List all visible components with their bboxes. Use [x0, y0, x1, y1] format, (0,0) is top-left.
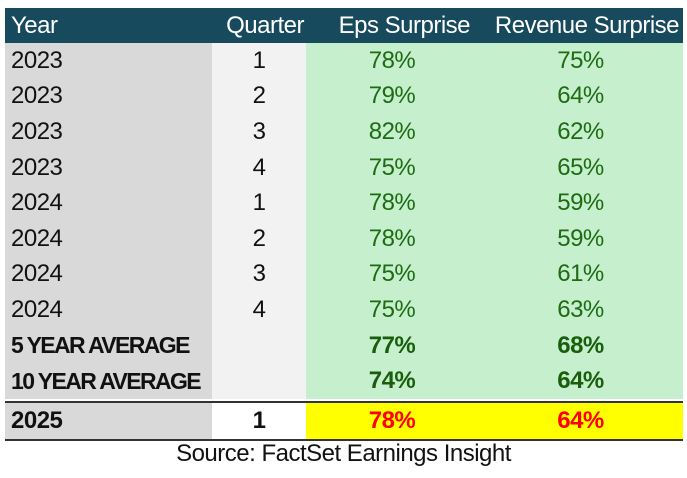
header-quarter: Quarter	[226, 11, 304, 39]
eps-surprise-cell: 78%	[306, 402, 478, 439]
quarter-cell: 1	[212, 43, 306, 79]
revenue-average-cell: 64%	[478, 363, 683, 399]
table-row: 2023 1 78% 75%	[5, 43, 683, 79]
eps-surprise-cell: 75%	[306, 292, 478, 328]
eps-surprise-cell: 82%	[306, 114, 478, 150]
average-label: 10 YEAR AVERAGE	[5, 363, 212, 399]
eps-surprise-cell: 78%	[306, 220, 478, 257]
quarter-cell: 4	[212, 149, 306, 186]
eps-surprise-cell: 75%	[306, 256, 478, 293]
table-row: 2023 3 82% 62%	[5, 114, 683, 150]
revenue-surprise-cell: 75%	[478, 43, 683, 79]
quarter-cell: 2	[212, 78, 306, 115]
year-cell: 2023	[5, 149, 212, 186]
year-cell: 2024	[5, 185, 212, 221]
current-quarter-row: 2025 1 78% 64%	[5, 400, 683, 441]
year-cell: 2023	[5, 78, 212, 115]
quarter-cell-empty	[212, 363, 306, 399]
year-cell: 2024	[5, 220, 212, 257]
revenue-average-cell: 68%	[478, 327, 683, 364]
eps-surprise-cell: 79%	[306, 78, 478, 115]
quarter-cell-empty	[212, 327, 306, 364]
revenue-surprise-cell: 64%	[478, 78, 683, 115]
revenue-surprise-cell: 63%	[478, 292, 683, 328]
quarter-cell: 4	[212, 292, 306, 328]
quarter-cell: 1	[212, 402, 306, 439]
header-year: Year	[11, 11, 58, 39]
table-row: 2024 1 78% 59%	[5, 185, 683, 221]
average-label: 5 YEAR AVERAGE	[5, 327, 212, 364]
eps-surprise-cell: 78%	[306, 43, 478, 79]
year-cell: 2024	[5, 292, 212, 328]
eps-surprise-cell: 78%	[306, 185, 478, 221]
header-revenue-surprise: Revenue Surprise	[494, 11, 680, 39]
revenue-surprise-cell: 59%	[478, 220, 683, 257]
table-header-row: Year Quarter Eps Surprise Revenue Surpri…	[5, 8, 683, 43]
eps-surprise-cell: 75%	[306, 149, 478, 186]
table-row: 2023 2 79% 64%	[5, 78, 683, 115]
year-cell: 2023	[5, 43, 212, 79]
quarter-cell: 3	[212, 256, 306, 293]
quarter-cell: 2	[212, 220, 306, 257]
source-caption: Source: FactSet Earnings Insight	[176, 440, 511, 467]
eps-average-cell: 77%	[306, 327, 478, 364]
year-cell: 2025	[5, 402, 212, 439]
revenue-surprise-cell: 59%	[478, 185, 683, 221]
table-row: 2024 4 75% 63%	[5, 292, 683, 328]
quarter-cell: 1	[212, 185, 306, 221]
five-year-average-row: 5 YEAR AVERAGE 77% 68%	[5, 327, 683, 364]
quarter-cell: 3	[212, 114, 306, 150]
revenue-surprise-cell: 61%	[478, 256, 683, 293]
year-cell: 2023	[5, 114, 212, 150]
revenue-surprise-cell: 65%	[478, 149, 683, 186]
year-cell: 2024	[5, 256, 212, 293]
revenue-surprise-cell: 62%	[478, 114, 683, 150]
table-row: 2024 3 75% 61%	[5, 256, 683, 293]
revenue-surprise-cell: 64%	[478, 402, 683, 439]
earnings-surprise-table: Year Quarter Eps Surprise Revenue Surpri…	[5, 8, 683, 441]
ten-year-average-row: 10 YEAR AVERAGE 74% 64%	[5, 363, 683, 399]
header-eps-surprise: Eps Surprise	[338, 11, 471, 39]
table-row: 2024 2 78% 59%	[5, 220, 683, 257]
eps-average-cell: 74%	[306, 363, 478, 399]
table-row: 2023 4 75% 65%	[5, 149, 683, 186]
